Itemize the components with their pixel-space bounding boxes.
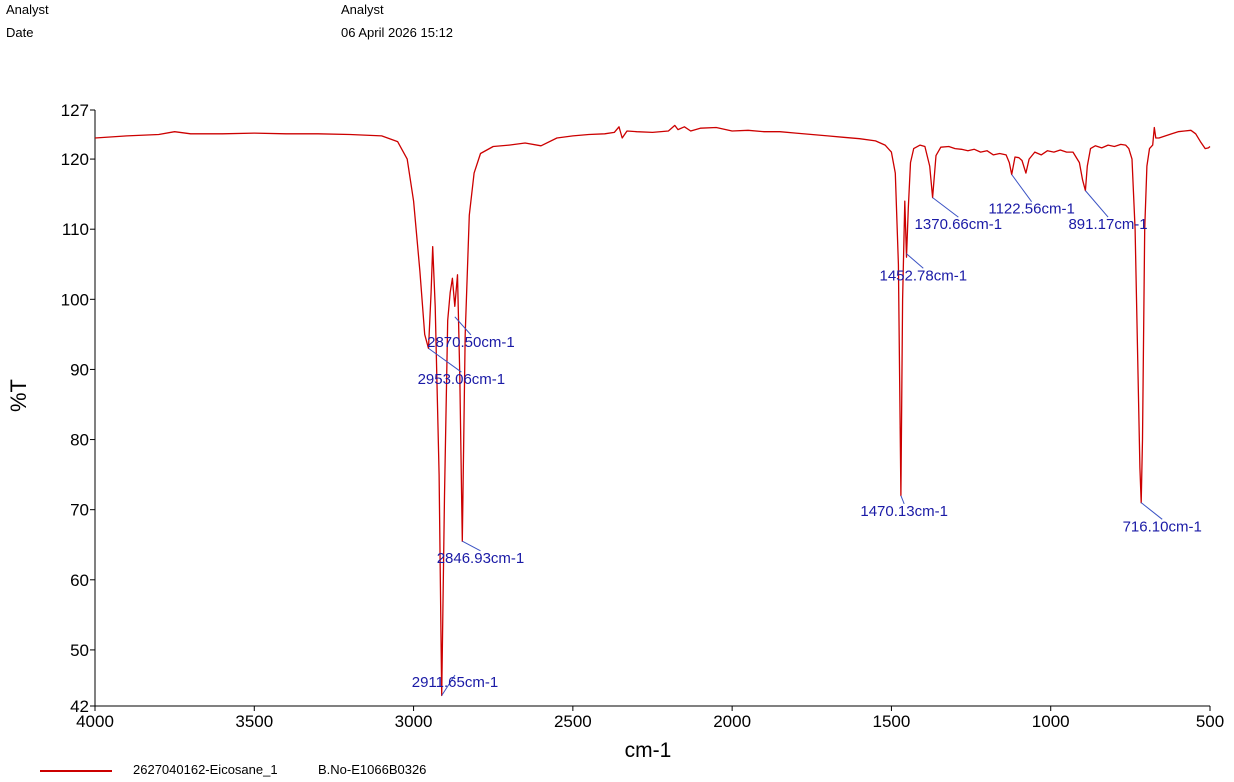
legend-sample-name: 2627040162-Eicosane_1: [133, 762, 278, 777]
annotation-label: 891.17cm-1: [1068, 216, 1147, 233]
annotation-label: 1452.78cm-1: [880, 267, 968, 284]
annotation-label: 2870.50cm-1: [427, 334, 515, 351]
y-tick-label: 120: [61, 150, 89, 169]
annotation-leader: [906, 253, 924, 269]
x-tick-label: 1500: [873, 712, 911, 731]
date-value: 06 April 2026 15:12: [341, 25, 454, 40]
y-tick-label: 90: [70, 360, 89, 379]
annotation-label: 1370.66cm-1: [915, 216, 1003, 233]
x-tick-label: 3500: [235, 712, 273, 731]
annotation-leader: [441, 674, 456, 696]
annotation-label: 1122.56cm-1: [988, 201, 1074, 218]
annotation-label: 2846.93cm-1: [437, 550, 525, 567]
x-tick-label: 1000: [1032, 712, 1070, 731]
y-tick-label: 42: [70, 697, 89, 716]
annotation-leader: [1140, 502, 1163, 520]
series-line: [94, 124, 1211, 697]
annotation-leader: [454, 316, 472, 336]
date-label: Date: [6, 25, 34, 40]
chart-axes: [94, 110, 1210, 707]
annotation-label: 1470.13cm-1: [860, 503, 948, 520]
analyst-label: Analyst: [6, 2, 49, 17]
x-tick-label: 500: [1196, 712, 1224, 731]
analyst-value: Analyst: [341, 2, 384, 17]
y-tick-label: 80: [70, 431, 89, 450]
annotation-leader: [932, 197, 959, 218]
y-tick-label: 50: [70, 641, 89, 660]
x-tick-label: 3000: [395, 712, 433, 731]
annotation-label: 716.10cm-1: [1123, 518, 1202, 535]
x-tick-label: 4000: [76, 712, 114, 731]
x-tick-label: 2500: [554, 712, 592, 731]
annotation-label: 2911.65cm-1: [412, 674, 498, 691]
y-tick-label: 100: [61, 290, 89, 309]
x-axis-title: cm-1: [625, 739, 672, 762]
y-tick-label: 60: [70, 571, 89, 590]
annotation-leader: [1011, 174, 1033, 202]
y-tick-label: 110: [62, 220, 89, 239]
peak-annotations: 2953.06cm-1 2870.50cm-1 2911.65cm-1 2846.93…: [412, 174, 1202, 696]
annotation-label: 2953.06cm-1: [418, 371, 506, 388]
x-tick-label: 2000: [713, 712, 751, 731]
series-layer: [94, 124, 1211, 697]
annotation-leader: [428, 347, 462, 373]
annotation-leader: [900, 495, 905, 505]
annotation-leader: [1085, 190, 1109, 218]
y-tick-label: 127: [61, 101, 89, 120]
annotation-leader: [462, 540, 481, 552]
y-tick-label: 70: [70, 501, 89, 520]
legend-batch: B.No-E1066B0326: [318, 762, 427, 777]
